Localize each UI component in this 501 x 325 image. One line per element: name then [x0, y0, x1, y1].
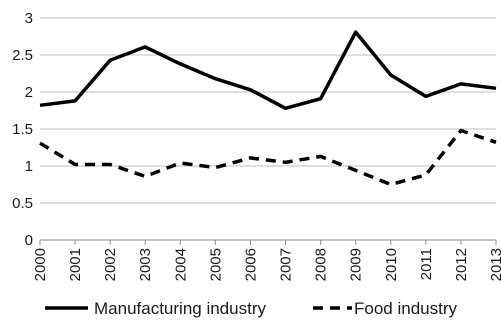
x-tick-label: 2002 — [102, 248, 119, 281]
x-tick-label: 2006 — [242, 248, 259, 281]
x-tick-label: 2008 — [313, 248, 330, 281]
y-tick-label: 0 — [25, 232, 33, 249]
x-tick-label: 2001 — [67, 248, 84, 281]
x-tick-label: 2010 — [383, 248, 400, 281]
y-tick-label: 2.5 — [12, 47, 33, 64]
x-tick-label: 2011 — [418, 248, 435, 280]
legend-label: Manufacturing industry — [94, 299, 266, 318]
legend-label: Food industry — [354, 299, 457, 318]
x-tick-label: 2005 — [207, 248, 224, 281]
x-axis-tick-marks — [39, 240, 497, 245]
x-tick-label: 2003 — [137, 248, 154, 281]
legend: Manufacturing industry Food industry — [45, 299, 457, 318]
series-line-manufacturing-industry — [39, 30, 497, 111]
series-lines — [39, 30, 497, 187]
x-tick-label: 2004 — [172, 248, 189, 281]
x-tick-label: 2007 — [278, 248, 295, 281]
gridlines — [40, 17, 496, 204]
y-tick-label: 0.5 — [12, 195, 33, 212]
x-tick-label: 2013 — [488, 248, 501, 281]
x-axis-tick-labels: 2000 2001 2002 2003 2004 2005 2006 2007 2008 2009… — [32, 248, 501, 281]
y-tick-label: 2 — [25, 84, 33, 101]
x-tick-label: 2000 — [32, 248, 49, 281]
y-tick-label: 3 — [25, 10, 33, 27]
y-axis-tick-labels: 0 0.5 1 1.5 2 2.5 3 — [12, 10, 33, 249]
series-line-food-industry — [39, 128, 497, 187]
x-tick-label: 2009 — [348, 248, 365, 281]
x-tick-label: 2012 — [453, 248, 470, 281]
y-tick-label: 1 — [25, 158, 33, 175]
y-tick-label: 1.5 — [12, 121, 33, 138]
